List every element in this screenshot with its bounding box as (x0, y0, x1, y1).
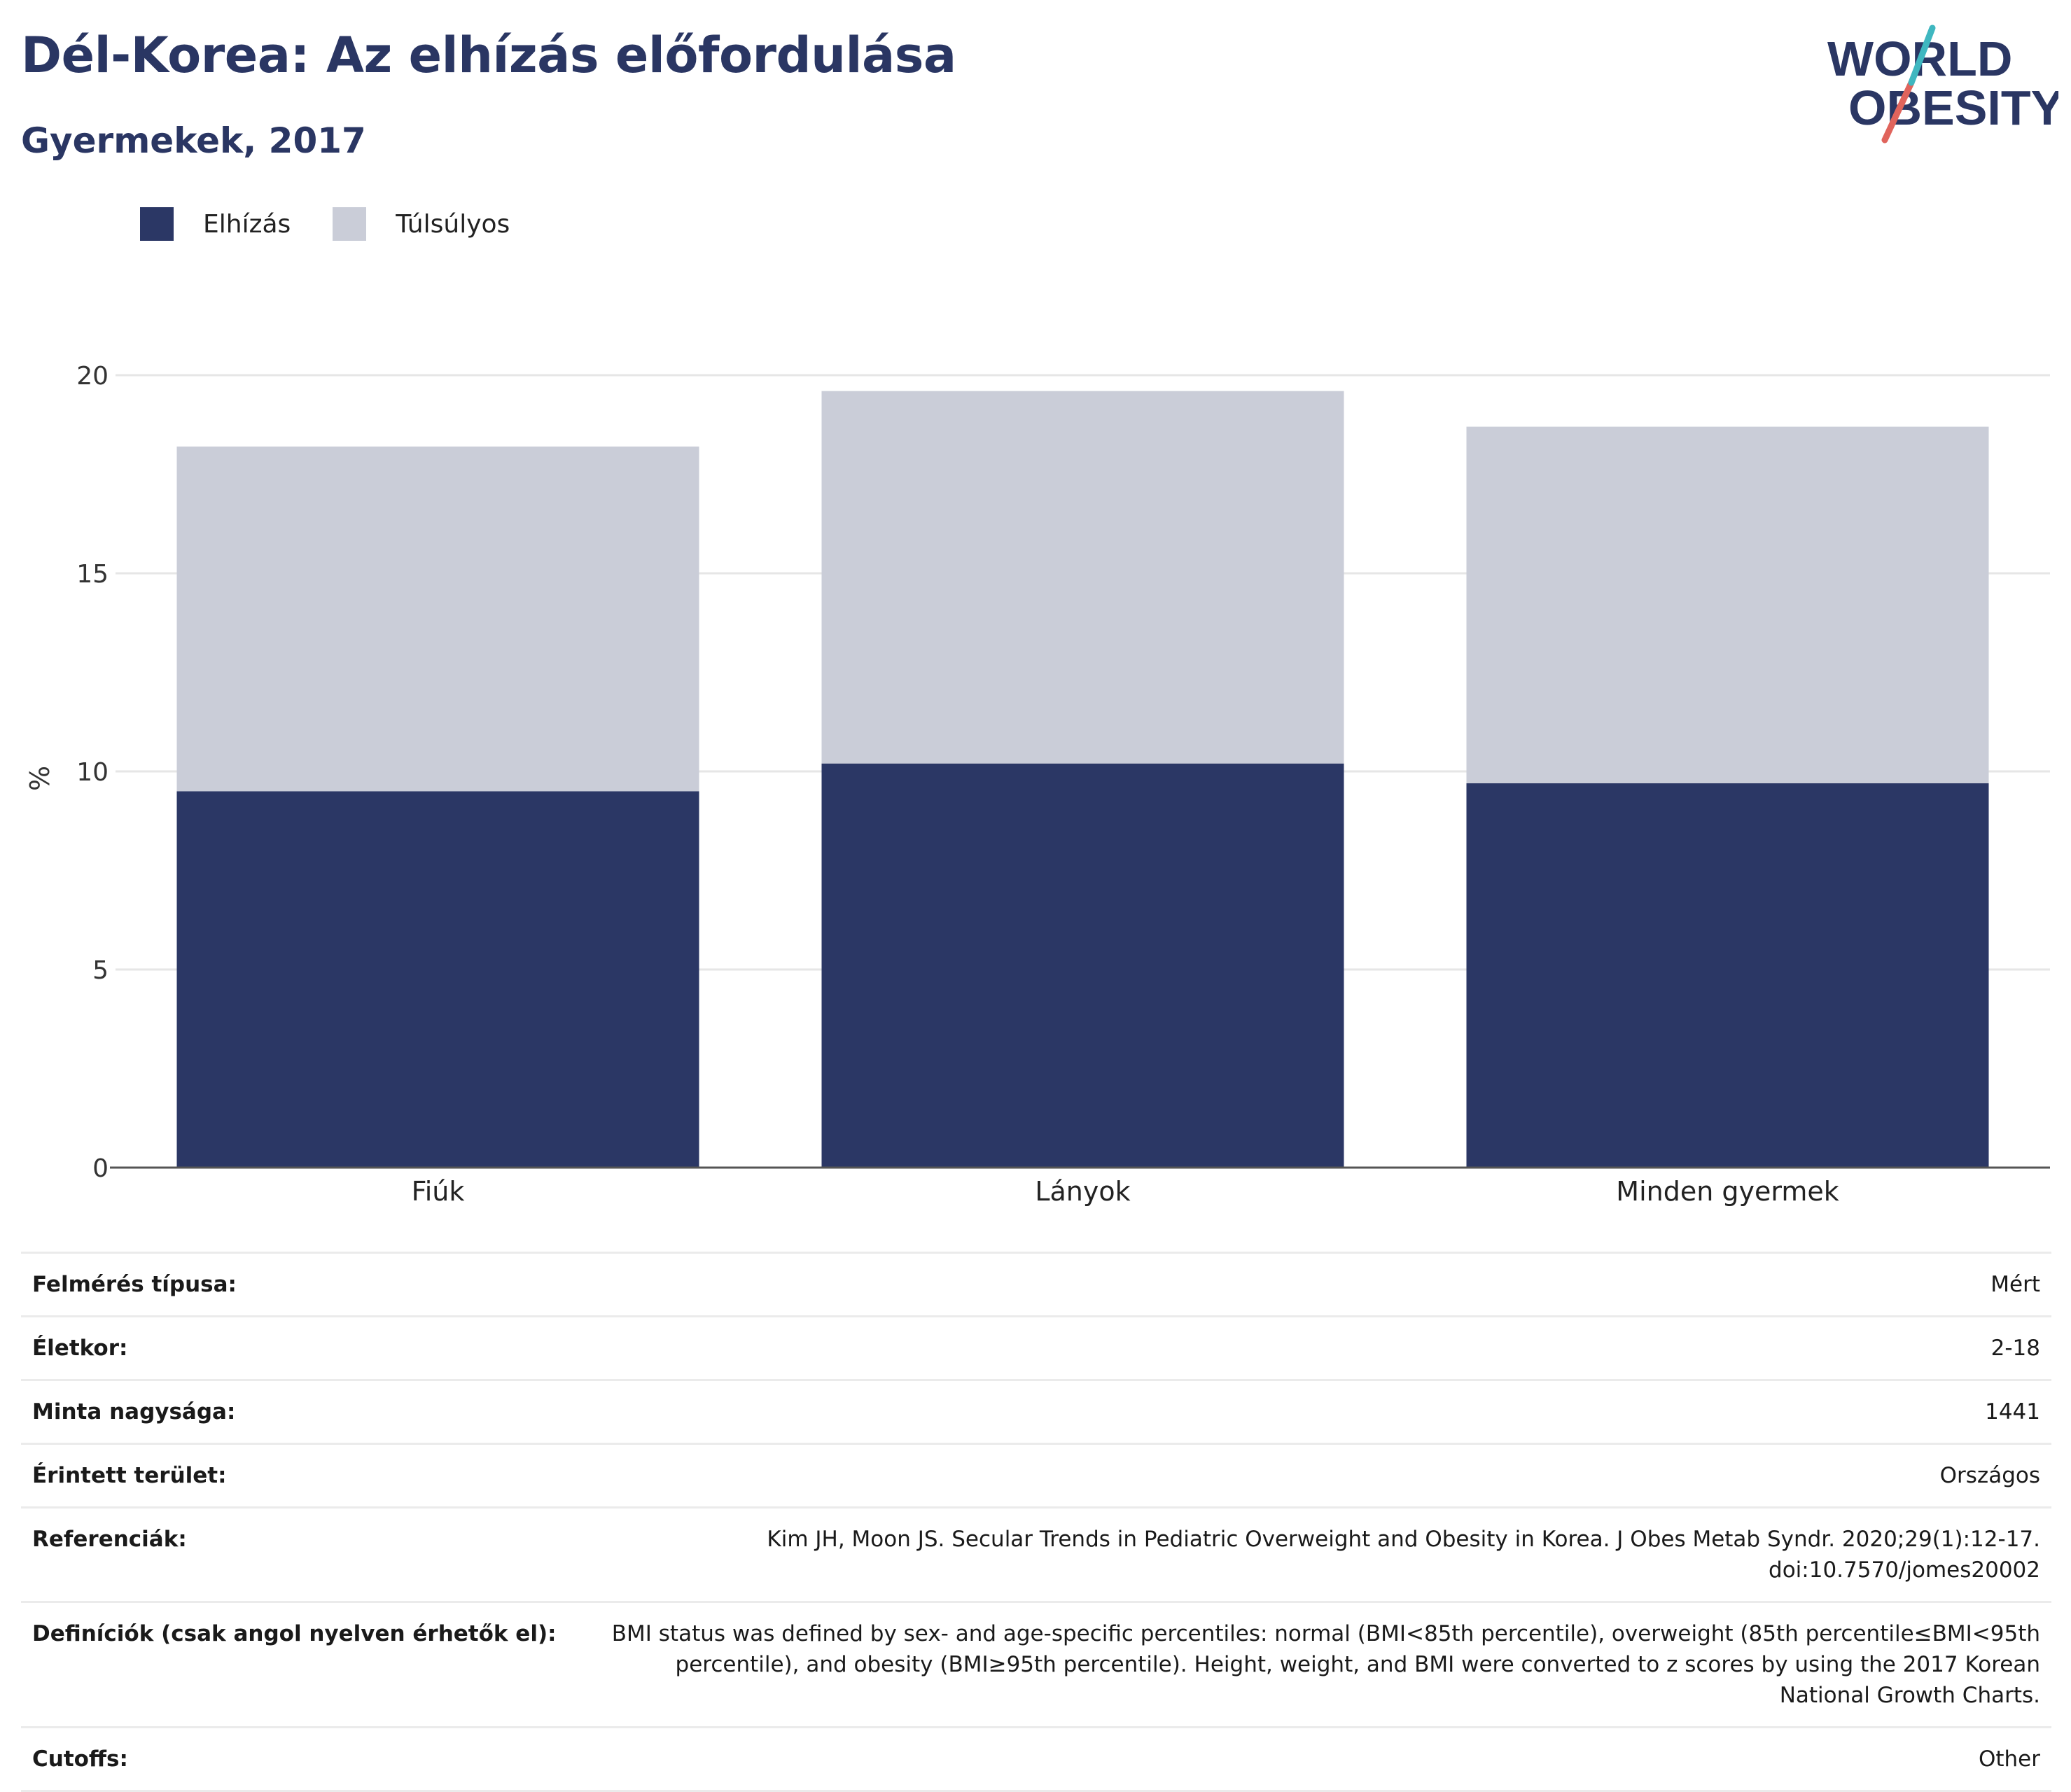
legend-label-elhizas: Elhízás (203, 209, 291, 239)
details-row: Érintett terület: Országos (21, 1443, 2051, 1508)
details-row: Definíciók (csak angol nyelven érhetők e… (21, 1602, 2051, 1728)
details-value: Mért (1990, 1272, 2040, 1297)
details-key: Cutoffs: (32, 1746, 128, 1772)
bar-segment (1466, 783, 1989, 1168)
y-tick-label: 5 (92, 956, 109, 985)
details-row: Életkor: 2-18 (21, 1316, 2051, 1380)
details-key: Felmérés típusa: (32, 1272, 237, 1297)
bar-segment (1466, 426, 1989, 783)
legend-swatch-tulsulyos (333, 207, 367, 241)
details-value: 1441 (1985, 1399, 2040, 1424)
x-tick-label: Fiúk (412, 1176, 465, 1207)
y-axis-label: % (25, 766, 55, 791)
page-title: Dél-Korea: Az elhízás előfordulása (21, 27, 956, 84)
details-value: Kim JH, Moon JS. Secular Trends in Pedia… (767, 1527, 2040, 1583)
details-row: Referenciák: Kim JH, Moon JS. Secular Tr… (21, 1507, 2051, 1602)
x-tick-label: Lányok (1035, 1176, 1130, 1207)
y-tick-label: 15 (76, 560, 109, 589)
legend-swatch-elhizas (140, 207, 174, 241)
details-row: Minta nagysága: 1441 (21, 1380, 2051, 1444)
details-table: Felmérés típusa: Mért Életkor: 2-18 Mint… (21, 1252, 2051, 1792)
legend-item-elhizas[interactable]: Elhízás (140, 207, 291, 241)
y-tick-label: 0 (92, 1154, 109, 1183)
legend-item-tulsulyos[interactable]: Túlsúlyos (333, 207, 510, 241)
stacked-bar-chart: 0 5 10 15 20% Fiúk Lányok Minden gyermek (25, 362, 2050, 1207)
svg-text:OBESITY: OBESITY (1848, 80, 2058, 135)
details-key: Definíciók (csak angol nyelven érhetők e… (32, 1621, 557, 1646)
details-value: BMI status was defined by sex- and age-s… (611, 1621, 2040, 1708)
bar-segment (176, 791, 699, 1168)
bar-segment (176, 446, 699, 792)
x-tick-label: Minden gyermek (1616, 1176, 1839, 1207)
details-value: Országos (1939, 1463, 2040, 1488)
y-tick-label: 20 (76, 362, 109, 391)
world-obesity-logo: WORLD OBESITY (1827, 24, 2058, 144)
legend-label-tulsulyos: Túlsúlyos (396, 209, 510, 239)
y-tick-label: 10 (76, 758, 109, 787)
details-key: Életkor: (32, 1336, 128, 1361)
details-value: Other (1978, 1746, 2040, 1772)
details-row: Felmérés típusa: Mért (21, 1252, 2051, 1317)
details-key: Minta nagysága: (32, 1399, 236, 1424)
page-subtitle: Gyermekek, 2017 (21, 120, 366, 161)
details-value: 2-18 (1990, 1336, 2040, 1361)
bar-segment (821, 391, 1344, 764)
chart-legend: Elhízás Túlsúlyos (140, 207, 552, 241)
bar-segment (821, 763, 1344, 1168)
details-key: Érintett terület: (32, 1463, 227, 1488)
details-key: Referenciák: (32, 1527, 187, 1552)
